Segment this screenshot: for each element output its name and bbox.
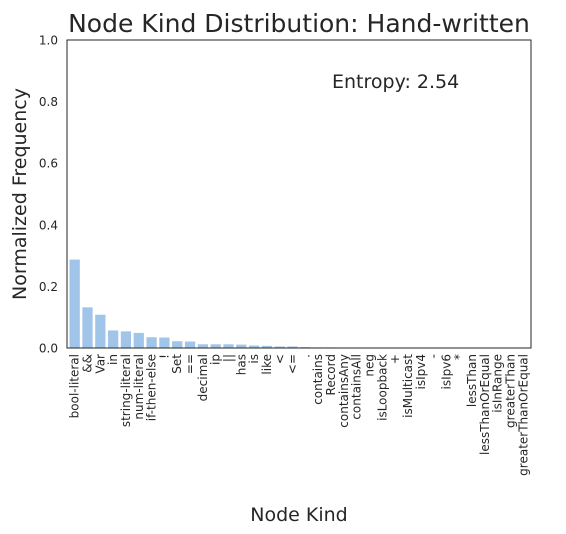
x-tick-label: contains: [311, 354, 325, 405]
bar: [120, 331, 132, 348]
x-tick-label: bool-literal: [68, 354, 82, 418]
x-tick-label: in: [106, 354, 120, 365]
bar: [95, 314, 106, 348]
x-tick-label: isLoopback: [375, 354, 389, 421]
bar: [172, 341, 183, 348]
x-tick-label: lessThanOrEqual: [478, 354, 492, 455]
x-tick-label: containsAll: [350, 354, 364, 420]
y-tick-label: 0.4: [39, 218, 58, 232]
x-tick-label: like: [260, 354, 274, 375]
y-tick-label: 0.6: [39, 157, 58, 171]
bar: [261, 345, 273, 348]
bar: [287, 346, 298, 348]
x-tick-labels: bool-literal&&Varinstring-literalnum-lit…: [68, 354, 531, 476]
y-tick-labels: 0.0 0.2 0.4 0.6 0.8 1.0: [39, 34, 58, 356]
bar: [69, 259, 80, 348]
x-tick-label: lessThan: [465, 354, 479, 407]
x-tick-label: isMulticast: [401, 354, 415, 418]
x-tick-label: decimal: [196, 354, 210, 401]
x-tick-label: Var: [93, 354, 107, 374]
bar: [236, 344, 247, 348]
x-tick-label: isInRange: [491, 354, 505, 413]
x-tick-label: isIpv6: [439, 354, 453, 389]
x-tick-label: neg: [363, 354, 377, 377]
x-tick-label: <=: [286, 354, 300, 374]
bar: [159, 337, 170, 348]
bar: [210, 344, 221, 348]
x-tick-label: num-literal: [132, 354, 146, 420]
y-tick-label: 0.8: [39, 95, 58, 109]
x-tick-label: Set: [170, 354, 184, 374]
x-tick-label: -: [427, 354, 441, 358]
x-tick-label: greaterThanOrEqual: [516, 354, 530, 476]
bar: [197, 344, 208, 348]
x-tick-label: Record: [324, 354, 338, 395]
bar: [249, 345, 260, 348]
y-tick-label: 0.0: [39, 342, 58, 356]
x-tick-label: <: [273, 354, 287, 364]
x-tick-label: string-literal: [119, 354, 133, 427]
bar: [133, 332, 144, 348]
bar: [223, 344, 234, 348]
x-tick-label: !: [157, 354, 171, 359]
y-tick-label: 1.0: [39, 34, 58, 48]
x-axis-label: Node Kind: [250, 504, 347, 526]
chart-title: Node Kind Distribution: Hand-written: [68, 9, 530, 38]
x-tick-label: if-then-else: [145, 354, 159, 421]
x-tick-label: *: [452, 354, 466, 360]
x-tick-label: .: [298, 354, 312, 358]
x-tick-label: greaterThan: [503, 354, 517, 428]
bar: [108, 330, 119, 348]
entropy-annotation: Entropy: 2.54: [332, 71, 459, 93]
x-tick-label: ==: [183, 354, 197, 374]
x-tick-label: containsAny: [337, 354, 351, 428]
x-tick-label: &&: [81, 354, 95, 373]
x-tick-label: ip: [209, 354, 223, 365]
x-tick-label: is: [247, 354, 261, 364]
y-axis-label: Normalized Frequency: [9, 88, 31, 300]
y-tick-label: 0.2: [39, 280, 58, 294]
x-tick-label: isIpv4: [414, 354, 428, 389]
bar: [82, 307, 93, 348]
bar: [146, 337, 157, 348]
bar: [274, 346, 285, 348]
x-tick-label: ||: [222, 354, 236, 362]
bar: [184, 341, 196, 348]
x-tick-label: has: [234, 354, 248, 375]
x-tick-label: +: [388, 354, 402, 364]
plot-frame: [66, 39, 532, 349]
bars-group: [69, 259, 529, 348]
